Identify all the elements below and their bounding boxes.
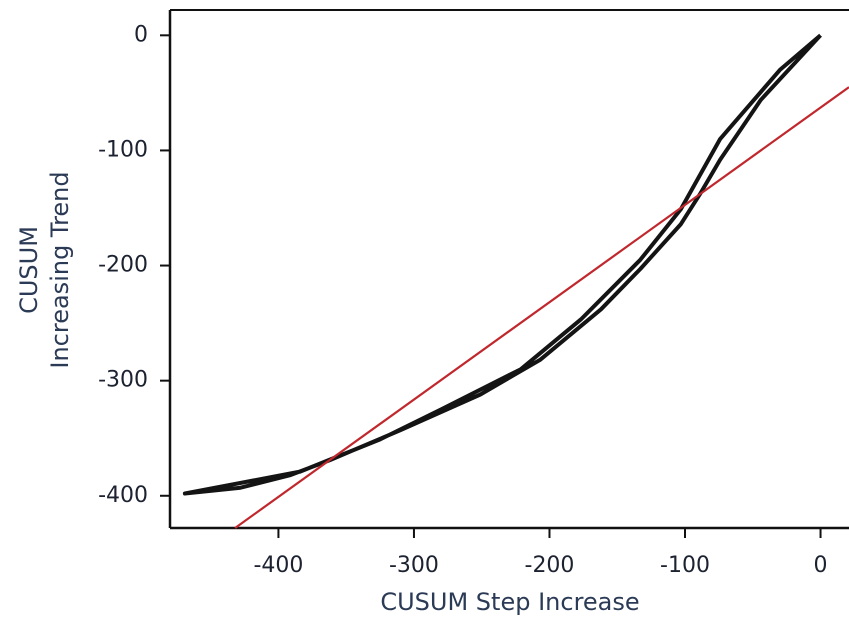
series-line [234, 86, 849, 529]
y-axis-label: CUSUM Increasing Trend [15, 171, 74, 368]
y-axis-label-line: CUSUM [15, 226, 43, 314]
x-axis-label: CUSUM Step Increase [380, 588, 639, 616]
y-tick-label: -100 [98, 137, 148, 162]
x-tick-label: -100 [660, 553, 710, 578]
x-tick-label: 0 [814, 553, 828, 578]
y-tick-label: -300 [98, 368, 148, 393]
y-tick-label: -200 [98, 253, 148, 278]
x-tick-label: -300 [389, 553, 439, 578]
y-tick-label: -400 [98, 483, 148, 508]
x-tick-label: -200 [525, 553, 575, 578]
x-tick-label: -400 [253, 553, 303, 578]
y-tick-label: 0 [134, 22, 148, 47]
series-line [182, 33, 822, 496]
y-axis-label-line: Increasing Trend [46, 171, 74, 368]
